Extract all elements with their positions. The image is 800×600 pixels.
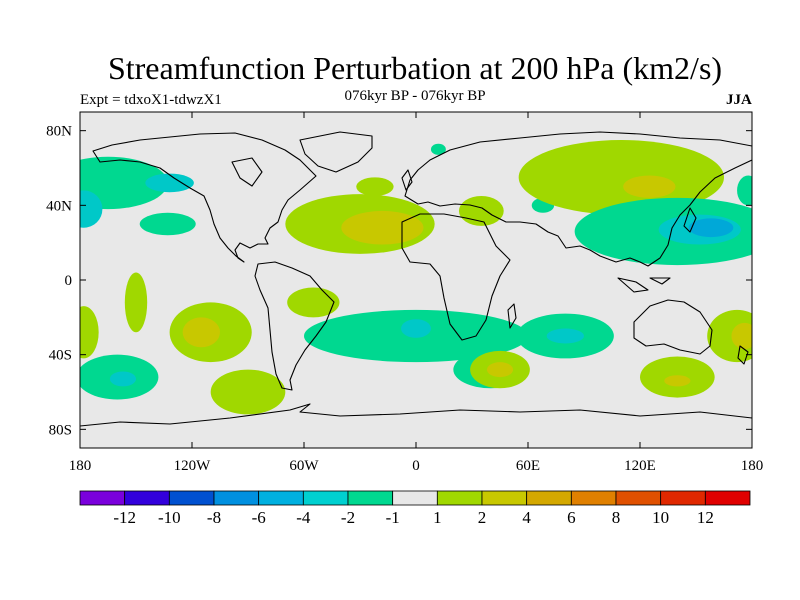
coastlines [80, 131, 752, 427]
anomaly-region-neg2 [109, 371, 136, 387]
anomaly-region-pos2 [731, 322, 752, 350]
anomaly-region-pos2 [341, 210, 424, 245]
colorbar-label: -8 [207, 508, 221, 527]
anomaly-region-neg2 [546, 328, 584, 344]
coast-north-america [92, 132, 317, 263]
anomaly-region-pos2 [182, 317, 220, 348]
map-plot-area [80, 112, 752, 448]
lat-tick-label: 80S [49, 422, 72, 438]
coast-new-zealand [737, 345, 749, 365]
lat-tick-label: 80N [46, 124, 72, 140]
coast-eurasia [404, 131, 752, 267]
anomaly-region-neg2 [401, 319, 431, 338]
anomaly-region-neg1 [737, 175, 752, 206]
anomaly-region-neg1 [139, 212, 196, 236]
lat-tick-label: 40N [46, 198, 72, 214]
colorbar-label: 10 [652, 508, 669, 527]
anomaly-region-pos1 [356, 177, 394, 197]
coast-south-america [254, 261, 335, 391]
anomaly-region-pos1 [210, 369, 286, 415]
colorbar-swatch [302, 490, 349, 506]
colorbar-swatch [660, 490, 706, 506]
coast-madagascar [507, 303, 517, 329]
lon-tick-label: 120E [624, 458, 656, 474]
colorbar-label: 2 [478, 508, 487, 527]
anomaly-region-pos2 [623, 175, 676, 198]
colorbar-label: -1 [386, 508, 400, 527]
colorbar-swatch [258, 490, 304, 506]
colorbar-label: 12 [697, 508, 714, 527]
anomaly-region-neg2 [145, 173, 194, 193]
colorbar-swatch [168, 490, 215, 506]
colorbar-swatch [436, 490, 483, 506]
coast-africa [401, 213, 511, 341]
coast-japan [683, 207, 697, 233]
colorbar: -12 -10 -8 -6 -4 -2 -1 1 2 4 6 8 10 12 [79, 490, 751, 527]
lat-tick-label: 40S [49, 348, 72, 364]
colorbar-swatch [615, 490, 662, 506]
lon-tick-label: 0 [412, 458, 420, 474]
colorbar-label: -6 [252, 508, 266, 527]
lat-tick-label: 0 [65, 273, 73, 289]
lon-tick-label: 180 [741, 458, 764, 474]
colorbar-label: -4 [296, 508, 311, 527]
axis-ticks: 180 120W 60W 0 60E 120E 180 80N 40N 0 40S 80S [46, 112, 763, 474]
anomaly-region-neg1 [430, 143, 446, 155]
colorbar-swatch [570, 490, 617, 506]
chart-title: Streamfunction Perturbation at 200 hPa (… [107, 50, 723, 86]
coast-antarctica [80, 403, 752, 427]
coast-uk [401, 169, 413, 191]
anomaly-region-pos1 [707, 309, 752, 363]
colorbar-label: -12 [113, 508, 136, 527]
colorbar-swatch [347, 490, 394, 506]
colorbar-swatch [526, 490, 572, 506]
anomaly-region-neg1 [80, 156, 168, 210]
colorbar-swatch [704, 490, 751, 506]
colorbar-label: 8 [612, 508, 621, 527]
anomaly-region-pos1 [124, 272, 148, 333]
anomaly-field [80, 140, 752, 415]
anomaly-region-neg3 [688, 218, 734, 238]
lon-tick-label: 120W [174, 458, 212, 474]
coast-greenland [299, 131, 373, 173]
colorbar-label: 6 [567, 508, 576, 527]
lon-tick-label: 60E [516, 458, 540, 474]
lon-tick-label: 60W [289, 458, 319, 474]
coast-hudson-bay [231, 157, 263, 187]
anomaly-region-pos2 [486, 362, 514, 378]
colorbar-swatch [392, 490, 438, 506]
period-subtitle: 076kyr BP - 076kyr BP [344, 88, 486, 104]
anomaly-region-pos1 [80, 306, 99, 359]
anomaly-region-neg2 [80, 190, 103, 228]
colorbar-label: -10 [158, 508, 181, 527]
experiment-label: Expt = tdxoX1-tdwzX1 [80, 92, 222, 108]
colorbar-label: 1 [433, 508, 442, 527]
anomaly-region-pos1 [518, 140, 724, 215]
colorbar-swatch [213, 490, 260, 506]
colorbar-label: -2 [341, 508, 355, 527]
colorbar-label: 4 [522, 508, 531, 527]
colorbar-swatch [124, 490, 170, 506]
anomaly-region-pos1 [287, 287, 340, 318]
colorbar-swatch [481, 490, 528, 506]
anomaly-region-pos2 [664, 375, 691, 387]
colorbar-swatch [79, 490, 126, 506]
lon-tick-label: 180 [69, 458, 92, 474]
coast-australia [633, 299, 713, 355]
coast-indonesia [617, 277, 671, 293]
season-label: JJA [726, 92, 752, 108]
